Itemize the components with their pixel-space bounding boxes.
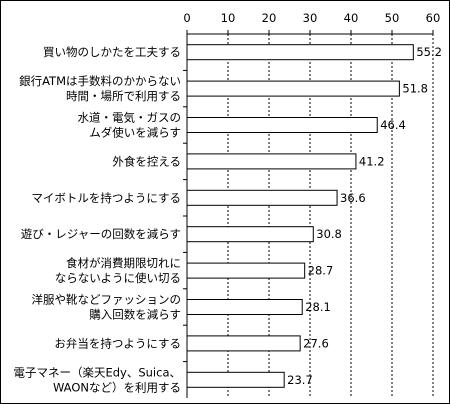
x-tick-label: 40 bbox=[344, 11, 359, 25]
category-label: 水道・電気・ガスの bbox=[78, 111, 182, 125]
data-label: 28.1 bbox=[305, 300, 331, 314]
data-label: 28.7 bbox=[308, 264, 334, 278]
x-tick-label: 30 bbox=[303, 11, 318, 25]
category-label: 食材が消費期限切れに bbox=[66, 256, 181, 270]
x-tick-label: 0 bbox=[183, 11, 190, 25]
category-label: 買い物のしかたを工夫する bbox=[43, 45, 181, 59]
category-label: ならないように使い切る bbox=[55, 271, 181, 285]
category-label: 遊び・レジャーの回数を減らす bbox=[21, 227, 181, 241]
category-label: マイボトルを持つようにする bbox=[31, 191, 181, 205]
x-tick-label: 50 bbox=[385, 11, 400, 25]
data-label: 51.8 bbox=[402, 82, 428, 96]
bar bbox=[186, 80, 400, 97]
category-label: お弁当を持つようにする bbox=[54, 336, 181, 350]
bar bbox=[186, 153, 357, 170]
bar bbox=[186, 262, 306, 279]
bar bbox=[186, 299, 303, 315]
x-tick-label: 20 bbox=[262, 11, 277, 25]
category-label: 外食を控える bbox=[112, 154, 181, 168]
category-label: 電子マネー（楽天Edy、Suica、 bbox=[13, 365, 181, 379]
data-label: 23.7 bbox=[287, 373, 313, 387]
bar bbox=[186, 226, 314, 243]
category-label: ムダ使いを減らす bbox=[89, 126, 181, 140]
bar bbox=[186, 117, 378, 133]
data-label: 41.2 bbox=[359, 154, 385, 168]
data-label: 36.6 bbox=[340, 191, 366, 205]
category-label: 時間・場所で利用する bbox=[66, 89, 181, 103]
bar bbox=[186, 189, 338, 206]
category-label: WAONなど）を利用する bbox=[53, 380, 181, 394]
data-label: 30.8 bbox=[316, 227, 342, 241]
bar bbox=[186, 335, 301, 352]
category-label: 洋服や靴などファッションの bbox=[32, 293, 182, 307]
bar bbox=[186, 44, 414, 61]
data-label: 46.4 bbox=[380, 118, 406, 132]
data-label: 27.6 bbox=[303, 336, 329, 350]
category-label: 購入回数を減らす bbox=[89, 308, 181, 322]
x-tick-label: 10 bbox=[221, 11, 236, 25]
x-tick-label: 60 bbox=[426, 11, 441, 25]
data-label: 55.2 bbox=[416, 45, 442, 59]
category-label: 銀行ATMは手数料のかからない bbox=[19, 74, 181, 88]
bar bbox=[186, 371, 285, 388]
